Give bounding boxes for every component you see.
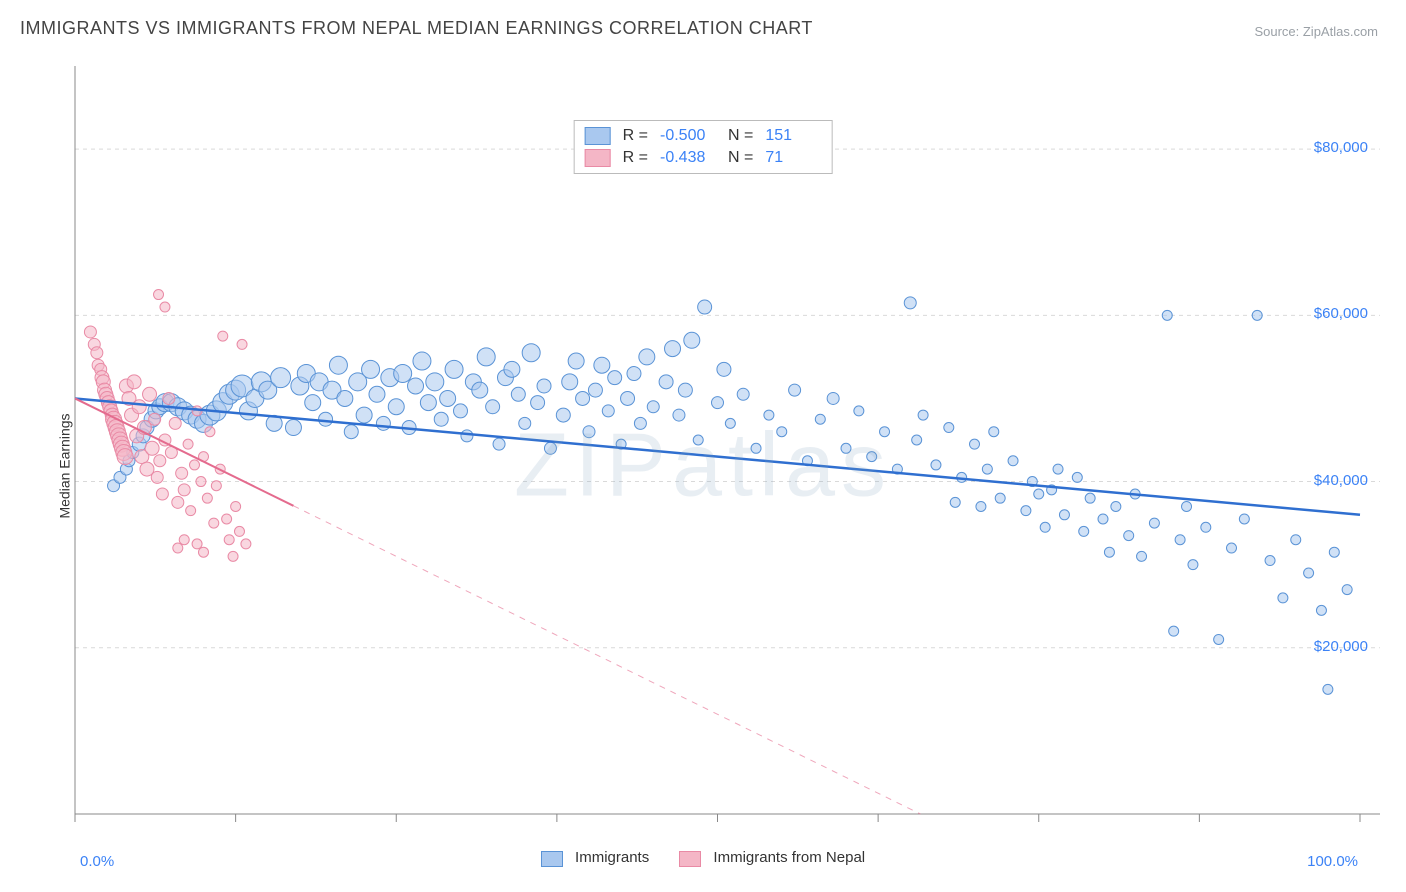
scatter-chart-svg xyxy=(20,56,1386,876)
legend-item-immigrants: Immigrants xyxy=(541,849,649,866)
legend-swatch xyxy=(541,851,563,867)
legend-item-nepal: Immigrants from Nepal xyxy=(679,849,865,866)
stat-r-label: R = xyxy=(623,127,648,145)
stats-row-immigrants: R = -0.500 N = 151 xyxy=(585,125,822,147)
stat-r-value: -0.500 xyxy=(660,127,716,145)
y-tick-label: $60,000 xyxy=(1314,305,1368,322)
y-axis-label: Median Earnings xyxy=(57,413,73,518)
legend-label: Immigrants xyxy=(575,849,649,866)
chart-title: IMMIGRANTS VS IMMIGRANTS FROM NEPAL MEDI… xyxy=(20,18,813,39)
legend-swatch xyxy=(585,127,611,145)
y-tick-label: $20,000 xyxy=(1314,638,1368,655)
y-tick-label: $40,000 xyxy=(1314,472,1368,489)
source-credit: Source: ZipAtlas.com xyxy=(1254,24,1378,39)
legend-swatch xyxy=(585,149,611,167)
legend-label: Immigrants from Nepal xyxy=(713,849,865,866)
bottom-legend: Immigrants Immigrants from Nepal xyxy=(20,840,1386,876)
stat-n-value: 71 xyxy=(765,149,821,167)
stats-row-nepal: R = -0.438 N = 71 xyxy=(585,147,822,169)
stat-n-label: N = xyxy=(728,149,753,167)
chart-container: Median Earnings ZIPatlas $20,000 $40,000… xyxy=(20,56,1386,876)
y-tick-label: $80,000 xyxy=(1314,139,1368,156)
stat-n-label: N = xyxy=(728,127,753,145)
stat-n-value: 151 xyxy=(765,127,821,145)
stat-r-label: R = xyxy=(623,149,648,167)
legend-swatch xyxy=(679,851,701,867)
stats-legend: R = -0.500 N = 151 R = -0.438 N = 71 xyxy=(574,120,833,174)
stat-r-value: -0.438 xyxy=(660,149,716,167)
